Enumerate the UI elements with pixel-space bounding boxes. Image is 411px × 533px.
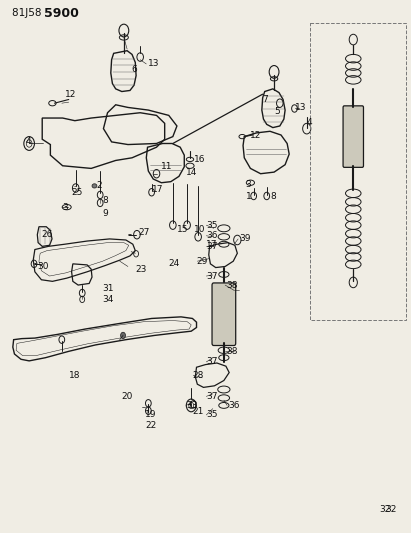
- Text: 19: 19: [145, 410, 157, 419]
- Text: 1: 1: [245, 192, 251, 201]
- Text: 38: 38: [227, 347, 238, 356]
- Text: 21: 21: [192, 407, 204, 416]
- Text: 22: 22: [145, 421, 156, 430]
- Text: 9: 9: [103, 209, 109, 218]
- Text: 4: 4: [307, 118, 312, 127]
- Text: 38: 38: [227, 280, 238, 289]
- Text: 17: 17: [152, 185, 163, 194]
- Text: 12: 12: [65, 90, 76, 99]
- Text: 28: 28: [192, 370, 204, 379]
- Text: 31: 31: [103, 284, 114, 293]
- Text: 33: 33: [186, 401, 197, 410]
- Text: 35: 35: [206, 221, 218, 230]
- Text: 18: 18: [69, 370, 80, 379]
- Text: 37: 37: [206, 392, 218, 401]
- Text: 30: 30: [37, 262, 49, 271]
- Text: 10: 10: [194, 225, 206, 234]
- Text: 29: 29: [196, 257, 208, 265]
- Circle shape: [120, 332, 125, 338]
- Text: 37: 37: [206, 358, 218, 367]
- Text: 5900: 5900: [44, 6, 79, 20]
- Text: 25: 25: [72, 188, 83, 197]
- Text: 3: 3: [62, 203, 67, 212]
- Text: 8: 8: [103, 196, 109, 205]
- Text: 5: 5: [274, 107, 280, 116]
- Text: 26: 26: [42, 230, 53, 239]
- Text: 3: 3: [245, 180, 251, 189]
- Text: 35: 35: [206, 410, 218, 419]
- Text: 7: 7: [262, 95, 268, 104]
- Text: 37: 37: [206, 271, 218, 280]
- Text: 17: 17: [206, 240, 217, 249]
- Text: 32: 32: [379, 505, 391, 514]
- Text: 36: 36: [228, 401, 240, 410]
- Text: 11: 11: [161, 163, 172, 171]
- Text: 14: 14: [186, 167, 198, 176]
- Text: 37: 37: [206, 242, 218, 251]
- Text: 13: 13: [296, 103, 307, 112]
- Text: 24: 24: [169, 260, 180, 268]
- Text: 27: 27: [138, 228, 150, 237]
- Text: 34: 34: [103, 295, 114, 304]
- Text: 81J58: 81J58: [12, 8, 44, 18]
- Text: 20: 20: [122, 392, 133, 401]
- Text: 4: 4: [25, 138, 31, 147]
- Text: 8: 8: [270, 192, 276, 201]
- Text: 32: 32: [385, 505, 397, 514]
- FancyBboxPatch shape: [212, 283, 236, 345]
- Text: 13: 13: [148, 60, 159, 68]
- Text: 15: 15: [177, 225, 188, 234]
- Bar: [309, 22, 406, 319]
- Text: 6: 6: [131, 64, 137, 74]
- Text: 39: 39: [239, 235, 250, 244]
- Text: 36: 36: [206, 231, 218, 240]
- Ellipse shape: [92, 184, 97, 188]
- Text: 16: 16: [194, 155, 206, 164]
- Text: 12: 12: [249, 131, 261, 140]
- FancyBboxPatch shape: [343, 106, 363, 167]
- Text: 23: 23: [135, 265, 147, 273]
- Text: 2: 2: [96, 181, 102, 190]
